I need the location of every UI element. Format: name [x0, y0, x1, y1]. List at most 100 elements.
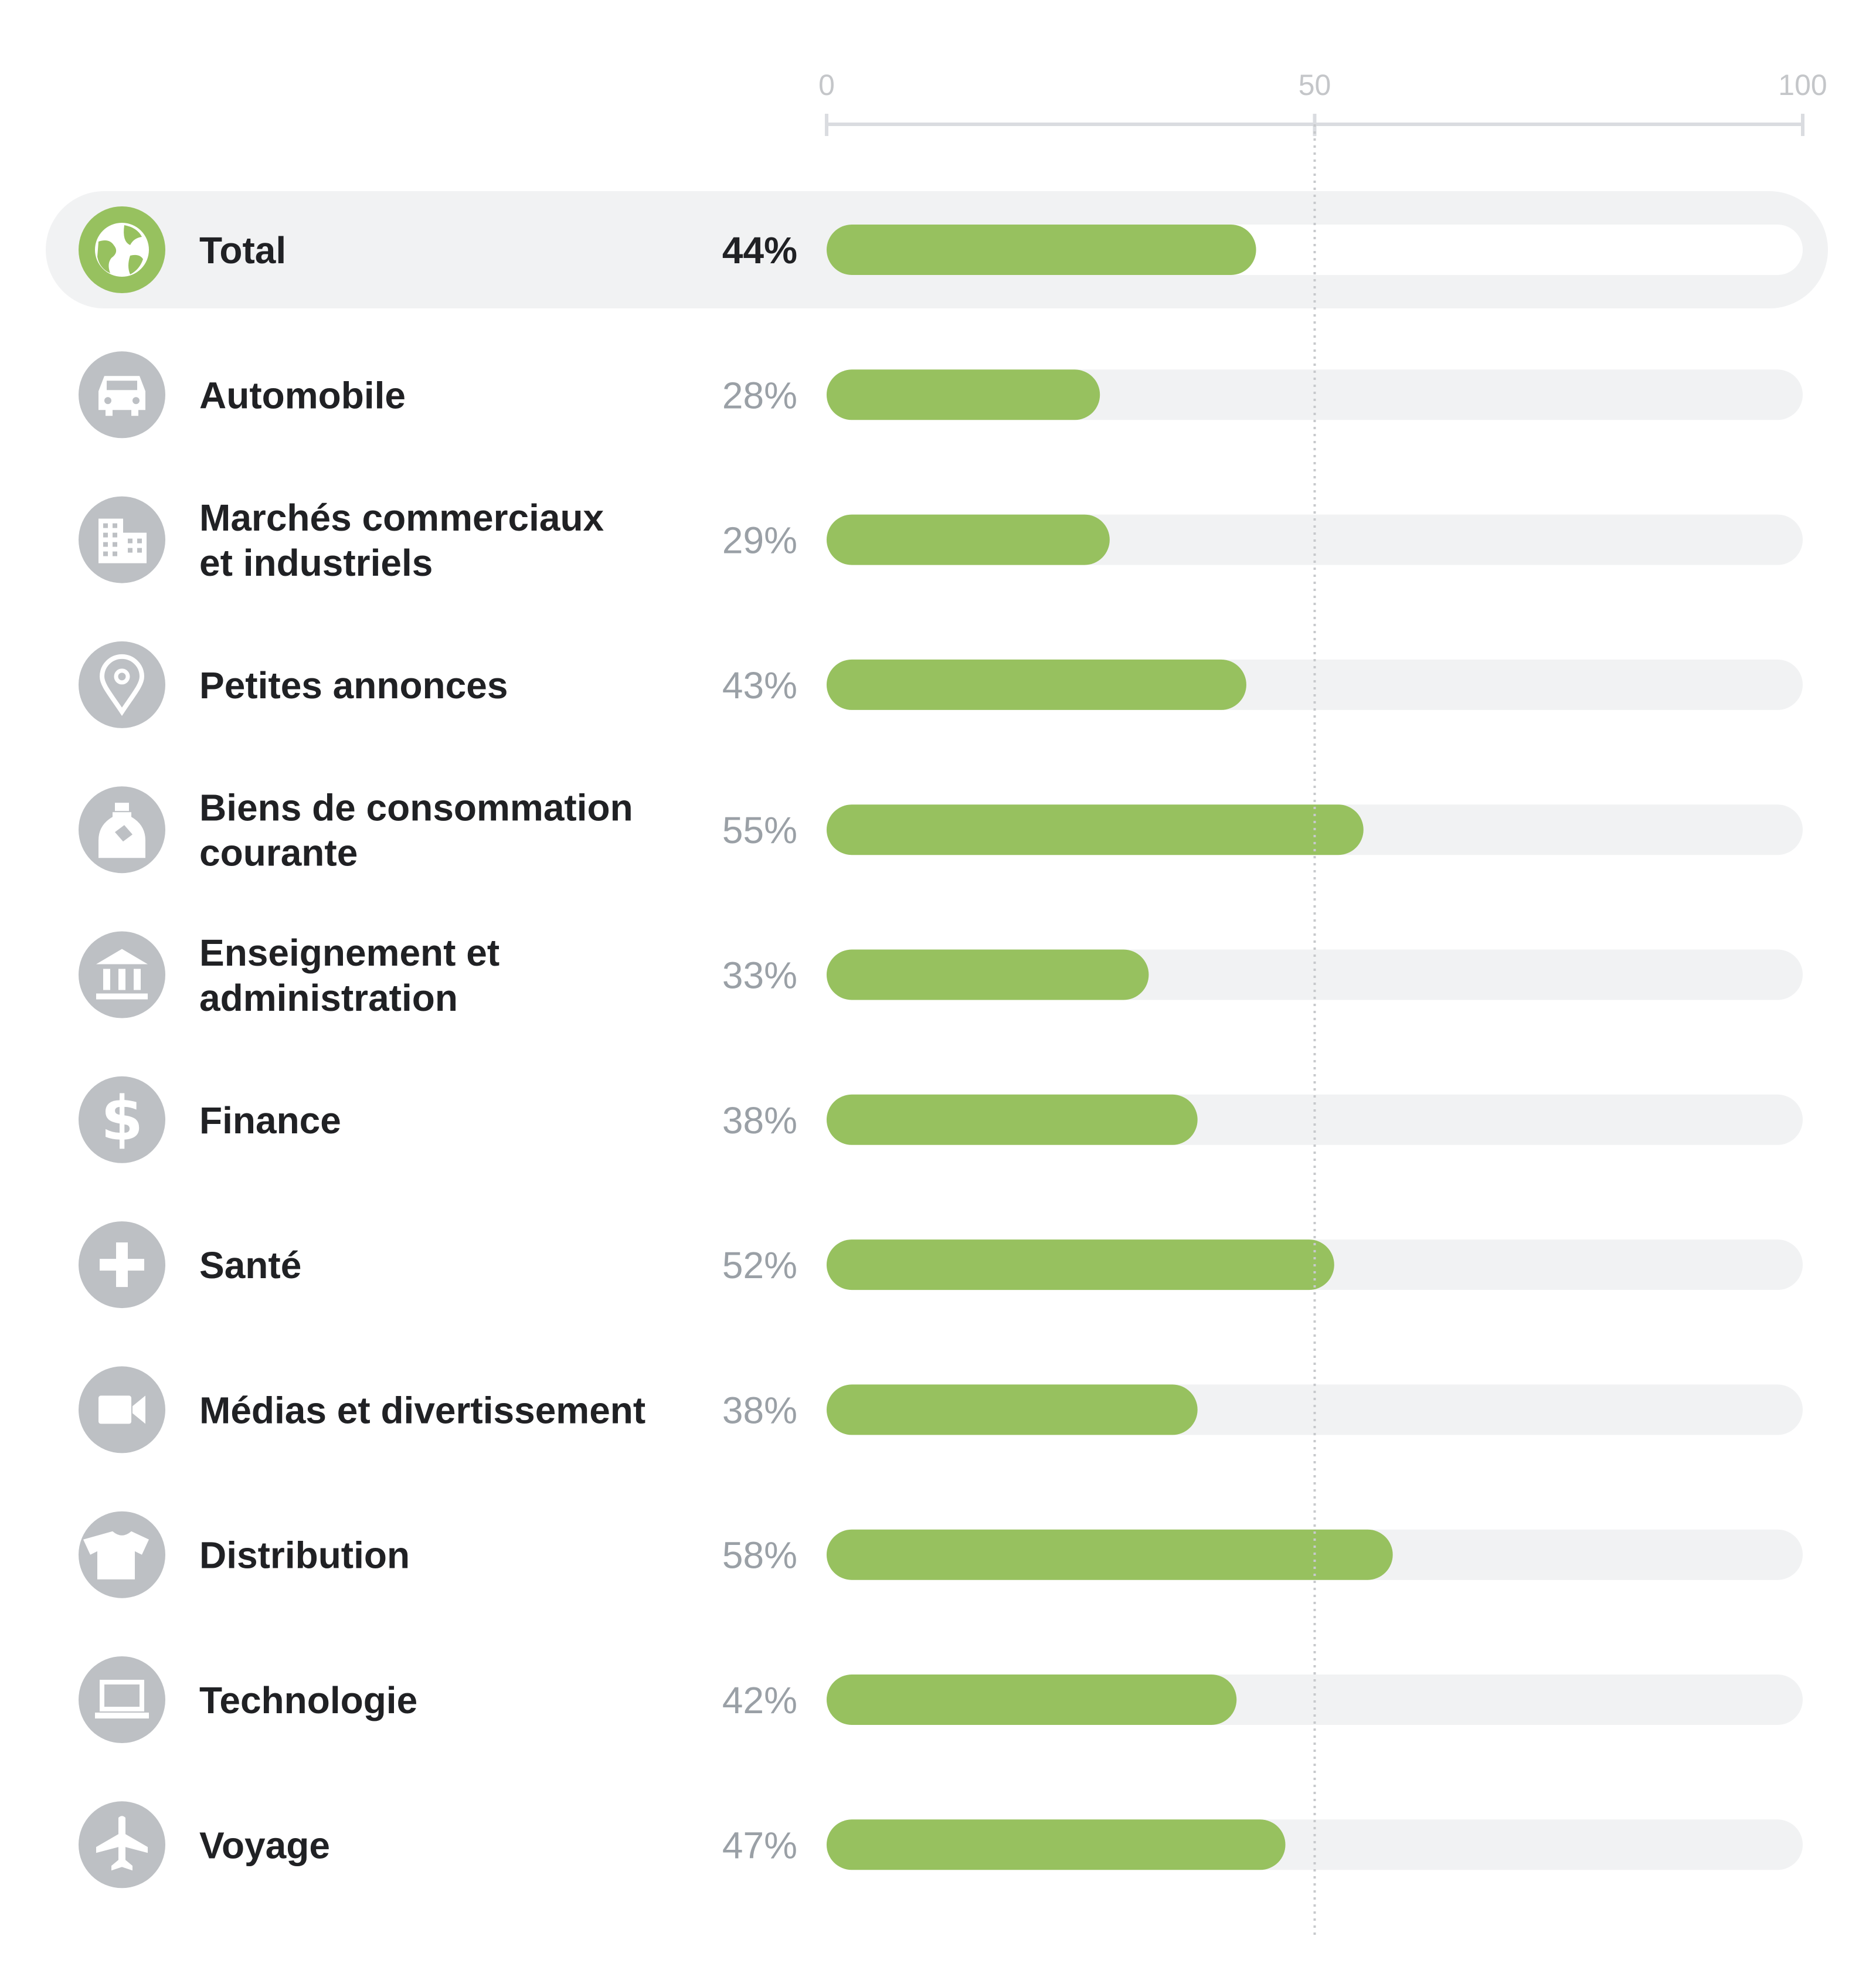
laptop-icon-screen [100, 1680, 144, 1711]
bar-total [827, 225, 1256, 275]
building-icon-window [128, 548, 132, 553]
bank-icon-column [103, 969, 110, 990]
dollar-icon: $ [79, 1076, 165, 1163]
laptop-icon [79, 1656, 165, 1743]
shirt-icon-shape [83, 1531, 149, 1580]
category-label-line: Santé [199, 1244, 301, 1286]
category-label-line: Biens de consommation [199, 787, 633, 829]
building-icon-window [103, 551, 108, 556]
category-label: Biens de consommation courante [199, 787, 633, 874]
bar-category [827, 1384, 1198, 1435]
category-label: Petites annonces [199, 664, 508, 707]
building-icon-window [103, 523, 108, 528]
building-icon-window [113, 532, 117, 538]
category-label: Enseignement et administration [199, 932, 499, 1019]
laptop-icon-base [95, 1713, 149, 1718]
category-label: Santé [199, 1244, 301, 1286]
value-label: 29% [722, 519, 797, 562]
building-icon-wing [123, 532, 147, 563]
bar-category [827, 1819, 1286, 1870]
car-icon-light [104, 397, 111, 405]
bank-icon-roof [96, 949, 148, 964]
bar-category [827, 1529, 1393, 1580]
category-label: Distribution [199, 1534, 410, 1577]
bar-category [827, 369, 1100, 420]
plus-icon-h [100, 1259, 144, 1271]
category-label: Finance [199, 1099, 341, 1142]
category-label: Automobile [199, 374, 406, 416]
value-label: 38% [722, 1389, 797, 1431]
bank-icon [79, 931, 165, 1018]
category-label-line: Automobile [199, 374, 406, 416]
bottle-icon-cap [115, 803, 129, 811]
category-label: Total [199, 229, 286, 271]
bank-icon-column [134, 969, 141, 990]
category-label: Marchés commerciaux et industriels [199, 497, 604, 584]
category-label-line: courante [199, 832, 358, 874]
bank-icon-column [118, 969, 125, 990]
building-icon-tower [98, 518, 123, 563]
bar-category [827, 949, 1149, 1000]
bar-category [827, 659, 1246, 710]
globe-icon [79, 206, 165, 293]
bank-icon-base [96, 993, 148, 1000]
category-label-line: Total [199, 229, 286, 271]
video-camera-icon-body [98, 1395, 131, 1424]
car-icon-window [107, 381, 137, 390]
map-pin-icon-dot [114, 668, 130, 685]
bottle-icon [79, 786, 165, 874]
row-icons: $ [79, 206, 165, 1889]
value-label: 38% [722, 1099, 797, 1142]
globe-icon-land [97, 225, 143, 274]
building-icon [79, 496, 165, 583]
building-icon-window [113, 551, 117, 556]
airplane-icon-shape [96, 1816, 148, 1871]
category-label-line: Petites annonces [199, 664, 508, 707]
dollar-icon-glyph: $ [101, 1083, 143, 1154]
airplane-icon [79, 1801, 165, 1889]
value-label: 33% [722, 955, 797, 997]
value-label: 42% [722, 1679, 797, 1721]
bars [827, 225, 1393, 1870]
category-label-line: Technologie [199, 1679, 417, 1721]
bottle-icon-label [115, 825, 132, 842]
bar-category [827, 1239, 1334, 1290]
category-label: Voyage [199, 1824, 330, 1866]
category-label-line: Voyage [199, 1824, 330, 1866]
bar-category [827, 514, 1110, 565]
building-icon-window [103, 532, 108, 538]
laptop-icon-bg [79, 1656, 165, 1743]
value-label: 44% [722, 229, 797, 271]
map-pin-icon [79, 641, 165, 728]
car-icon [79, 351, 165, 439]
bar-category [827, 1674, 1237, 1725]
video-camera-icon-lens [132, 1395, 145, 1424]
x-axis: 0 50 100 [818, 69, 1827, 136]
car-icon-light [132, 397, 140, 405]
building-icon-window [113, 523, 117, 528]
category-label-line: Distribution [199, 1534, 410, 1577]
value-label: 47% [722, 1824, 797, 1866]
value-label: 55% [722, 809, 797, 851]
category-label-line: Médias et divertissement [199, 1389, 645, 1431]
value-label: 58% [722, 1534, 797, 1577]
value-label: 43% [722, 664, 797, 707]
category-label-line: Finance [199, 1099, 341, 1142]
x-axis-tick-label: 0 [818, 69, 835, 101]
building-icon-window [113, 542, 117, 547]
category-label-line: et industriels [199, 542, 433, 584]
category-label: Médias et divertissement [199, 1389, 645, 1431]
category-label-line: Marchés commerciaux [199, 497, 604, 539]
video-camera-icon [79, 1366, 165, 1453]
map-pin-icon-outline [99, 654, 145, 716]
category-label-line: Enseignement et [199, 932, 499, 974]
shirt-icon [79, 1511, 165, 1598]
building-icon-window [137, 538, 142, 544]
building-icon-window [128, 538, 132, 544]
bar-category [827, 1094, 1198, 1145]
value-label: 28% [722, 374, 797, 416]
building-icon-window [137, 548, 142, 553]
plus-icon [79, 1221, 165, 1309]
map-pin-icon-bg [79, 641, 165, 728]
